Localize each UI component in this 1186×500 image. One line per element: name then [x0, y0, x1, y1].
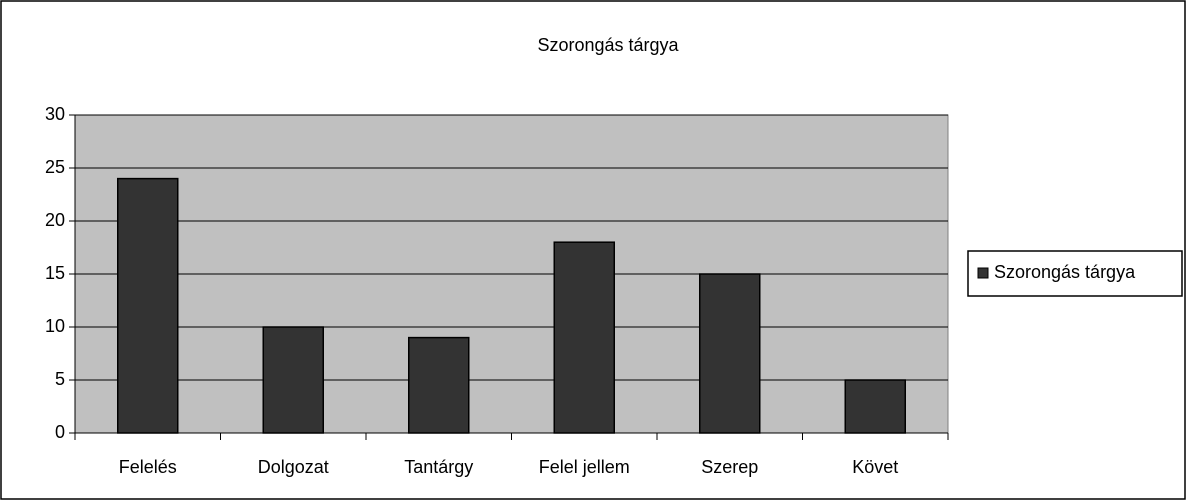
y-tick-label: 20 — [45, 210, 65, 230]
bar — [117, 177, 179, 434]
x-tick-label: Felelés — [119, 457, 177, 477]
bar — [699, 273, 761, 434]
chart-title: Szorongás tárgya — [537, 35, 679, 55]
y-tick-label: 0 — [55, 422, 65, 442]
y-tick-label: 25 — [45, 157, 65, 177]
bar — [844, 379, 906, 434]
bar — [408, 336, 470, 434]
legend-swatch — [977, 267, 989, 279]
y-tick-label: 5 — [55, 369, 65, 389]
bar — [262, 326, 324, 434]
y-tick-label: 10 — [45, 316, 65, 336]
y-tick-label: 15 — [45, 263, 65, 283]
x-tick-label: Dolgozat — [258, 457, 329, 477]
legend-box — [967, 250, 1183, 297]
x-tick-label: Követ — [852, 457, 898, 477]
x-tick-label: Szerep — [701, 457, 758, 477]
x-tick-label: Felel jellem — [539, 457, 630, 477]
x-tick-label: Tantárgy — [404, 457, 473, 477]
y-tick-label: 30 — [45, 104, 65, 124]
bar — [553, 241, 615, 434]
legend-label: Szorongás tárgya — [994, 262, 1136, 282]
